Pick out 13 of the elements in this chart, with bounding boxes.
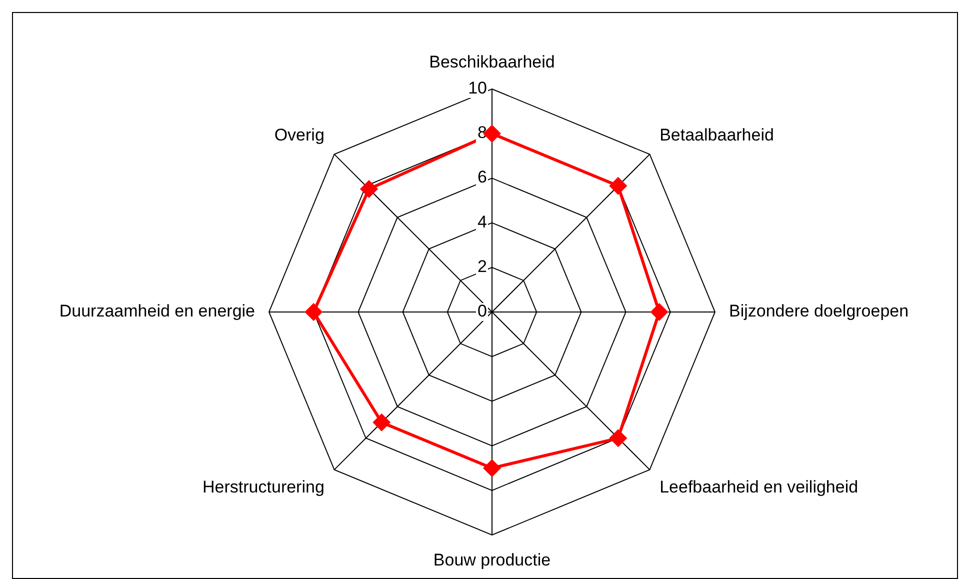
y-tick-label: 4 <box>478 212 487 232</box>
spoke-label: Beschikbaarheid <box>429 52 555 72</box>
spoke-label: Bouw productie <box>433 550 551 570</box>
y-tick-label: 10 <box>468 78 487 98</box>
spoke-label: Leefbaarheid en veiligheid <box>660 478 858 497</box>
y-tick-label: 2 <box>478 256 487 276</box>
spoke-label: Herstructurering <box>202 478 324 497</box>
spoke-label: Betaalbaarheid <box>660 125 774 144</box>
spoke-label: Duurzaamheid en energie <box>59 301 255 320</box>
spoke-label: Overig <box>274 125 324 144</box>
spoke-label: Bijzondere doelgroepen <box>729 301 909 320</box>
y-tick-label: 0 <box>478 301 487 320</box>
y-tick-label: 6 <box>478 168 487 187</box>
